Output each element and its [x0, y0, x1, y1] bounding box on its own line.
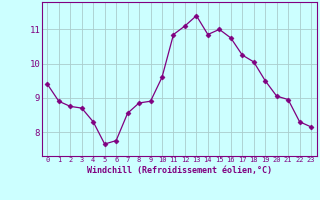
X-axis label: Windchill (Refroidissement éolien,°C): Windchill (Refroidissement éolien,°C)	[87, 166, 272, 175]
